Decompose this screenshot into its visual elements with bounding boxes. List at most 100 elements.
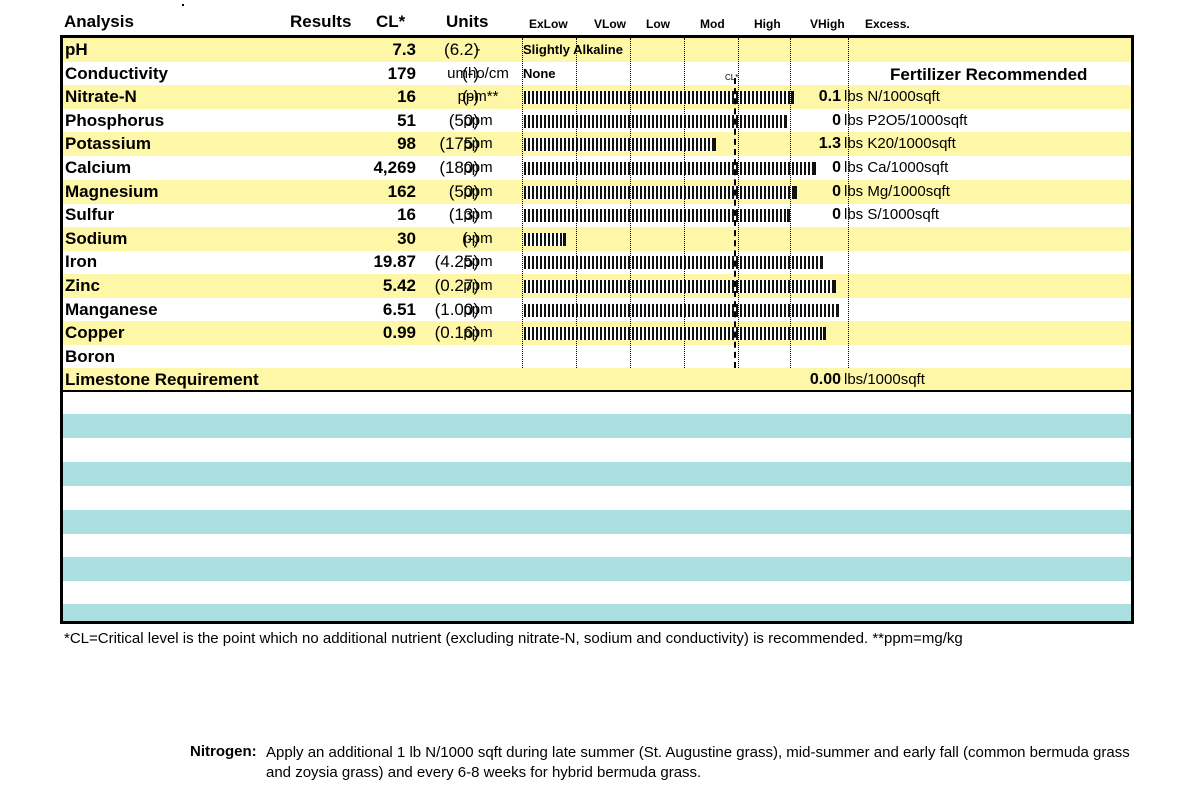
header-cl: CL*: [376, 12, 406, 31]
critical-level: (1.00): [434, 299, 479, 319]
unit: ppm**: [457, 88, 499, 106]
level-bar: [524, 209, 791, 223]
fertilizer-amount: 1.3: [818, 135, 841, 153]
table-row: Conductivity 179 (-) umho/cm None: [63, 62, 1131, 86]
result-value: 51: [397, 110, 416, 130]
fertilizer-unit: lbs Ca/1000sqft: [844, 159, 949, 176]
table-row: Phosphorus 51 (50) ppm 0 lbs P2O5/1000sqft: [63, 109, 1131, 133]
result-value: 4,269: [373, 158, 416, 177]
result-value: 98: [397, 134, 416, 154]
fertilizer-unit: lbs K20/1000sqft: [844, 135, 956, 153]
level-bar-end: [813, 162, 816, 175]
critical-level: (13): [448, 205, 479, 225]
analysis-name: Sodium: [65, 228, 128, 248]
level-mod: Mod: [700, 17, 725, 31]
level-bar-end: [713, 138, 716, 152]
analysis-name: Zinc: [65, 276, 100, 295]
level-bar-fill: [524, 232, 563, 246]
grid-line: [848, 38, 849, 368]
level-bar-end: [833, 280, 836, 293]
unit: ppm: [463, 324, 493, 342]
unit: ppm: [463, 159, 493, 176]
fertilizer-amount: 0: [832, 206, 841, 224]
unit: ppm: [463, 300, 493, 318]
footnote: *CL=Critical level is the point which no…: [64, 630, 963, 647]
level-bar-fill: [524, 185, 794, 199]
level-bar-end: [787, 209, 790, 223]
table-row: Calcium 4,269 (180) ppm 0 lbs Ca/1000sqft: [63, 156, 1131, 180]
result-value: 162: [387, 181, 416, 201]
analysis-name: Calcium: [65, 158, 132, 177]
header-analysis: Analysis: [64, 12, 134, 31]
critical-level: (-): [462, 63, 479, 83]
table-row: Boron: [63, 345, 1131, 369]
fertilizer-unit: lbs P2O5/1000sqft: [844, 111, 968, 129]
stray-mark: [182, 4, 184, 6]
unit: ppm: [463, 135, 493, 153]
table-row: Zinc 5.42 (0.27) ppm: [63, 274, 1131, 298]
level-bar-fill: [524, 209, 787, 223]
unit: -: [475, 41, 481, 58]
analysis-name: Copper: [65, 323, 125, 343]
empty-stripe: [63, 510, 1131, 534]
critical-level: (-): [462, 228, 479, 248]
level-bar-fill: [524, 162, 813, 175]
analysis-name: Phosphorus: [65, 110, 165, 130]
critical-level-mark: CL*: [725, 73, 739, 82]
analysis-name: Iron: [65, 252, 98, 272]
critical-level: (180): [439, 158, 479, 177]
grid-line: [790, 38, 791, 368]
analysis-name: Sulfur: [65, 205, 115, 225]
result-value: 179: [387, 63, 416, 83]
fertilizer-amount: 0: [832, 182, 841, 200]
fertilizer-unit: lbs N/1000sqft: [844, 88, 940, 106]
result-value: 6.51: [382, 299, 416, 319]
level-bar-end: [563, 232, 566, 246]
grid-line: [576, 38, 577, 368]
level-bar-end: [791, 91, 794, 105]
critical-level: (50): [448, 110, 479, 130]
level-bar-end: [820, 256, 823, 270]
unit: ppm: [463, 229, 493, 247]
result-value: 0.99: [382, 323, 416, 343]
level-bar-fill: [524, 138, 713, 152]
empty-stripe: [63, 414, 1131, 438]
critical-level: (175): [439, 134, 479, 154]
analysis-name: Manganese: [65, 299, 158, 319]
fertilizer-header: Fertilizer Recommended: [890, 65, 1088, 84]
level-bar-end: [836, 303, 839, 317]
header-results: Results: [290, 12, 352, 31]
result-value: 5.42: [382, 276, 416, 295]
level-bar: [524, 138, 717, 152]
level-bar-fill: [524, 114, 784, 128]
table-row: Sodium 30 (-) ppm: [63, 226, 1131, 251]
level-high: High: [754, 17, 781, 31]
critical-level-line: [734, 78, 736, 368]
analysis-name: Conductivity: [65, 63, 168, 83]
table-row: Nitrate-N 16 (-) ppm** 0.1 lbs N/1000sqft: [63, 85, 1131, 110]
grid-line: [522, 38, 523, 368]
critical-level: (-): [462, 87, 479, 107]
fertilizer-unit: lbs S/1000sqft: [844, 206, 940, 224]
table-row: pH 7.3 (6.2) - Slightly Alkaline: [63, 38, 1131, 62]
level-bar: [524, 91, 795, 105]
interpretation: Slightly Alkaline: [523, 42, 623, 57]
grid-line: [630, 38, 631, 368]
recommendation-text: Apply an additional 1 lb N/1000 sqft dur…: [266, 744, 1130, 781]
level-bar-fill: [524, 91, 791, 105]
level-exlow: ExLow: [529, 17, 568, 31]
analysis-table: pH 7.3 (6.2) - Slightly Alkaline Conductivity…: [60, 35, 1134, 624]
critical-level: (0.27): [434, 276, 479, 295]
unit: ppm: [463, 206, 493, 224]
result-value: 16: [397, 87, 416, 107]
table-divider: [63, 390, 1131, 392]
analysis-name: Potassium: [65, 134, 151, 154]
level-bar-end: [823, 327, 826, 341]
level-bar: [524, 303, 840, 317]
unit: ppm: [463, 277, 493, 294]
level-bar: [524, 232, 567, 246]
analysis-name: Magnesium: [65, 181, 159, 201]
level-bar-fill: [524, 327, 823, 341]
fertilizer-unit: lbs/1000sqft: [844, 371, 925, 389]
